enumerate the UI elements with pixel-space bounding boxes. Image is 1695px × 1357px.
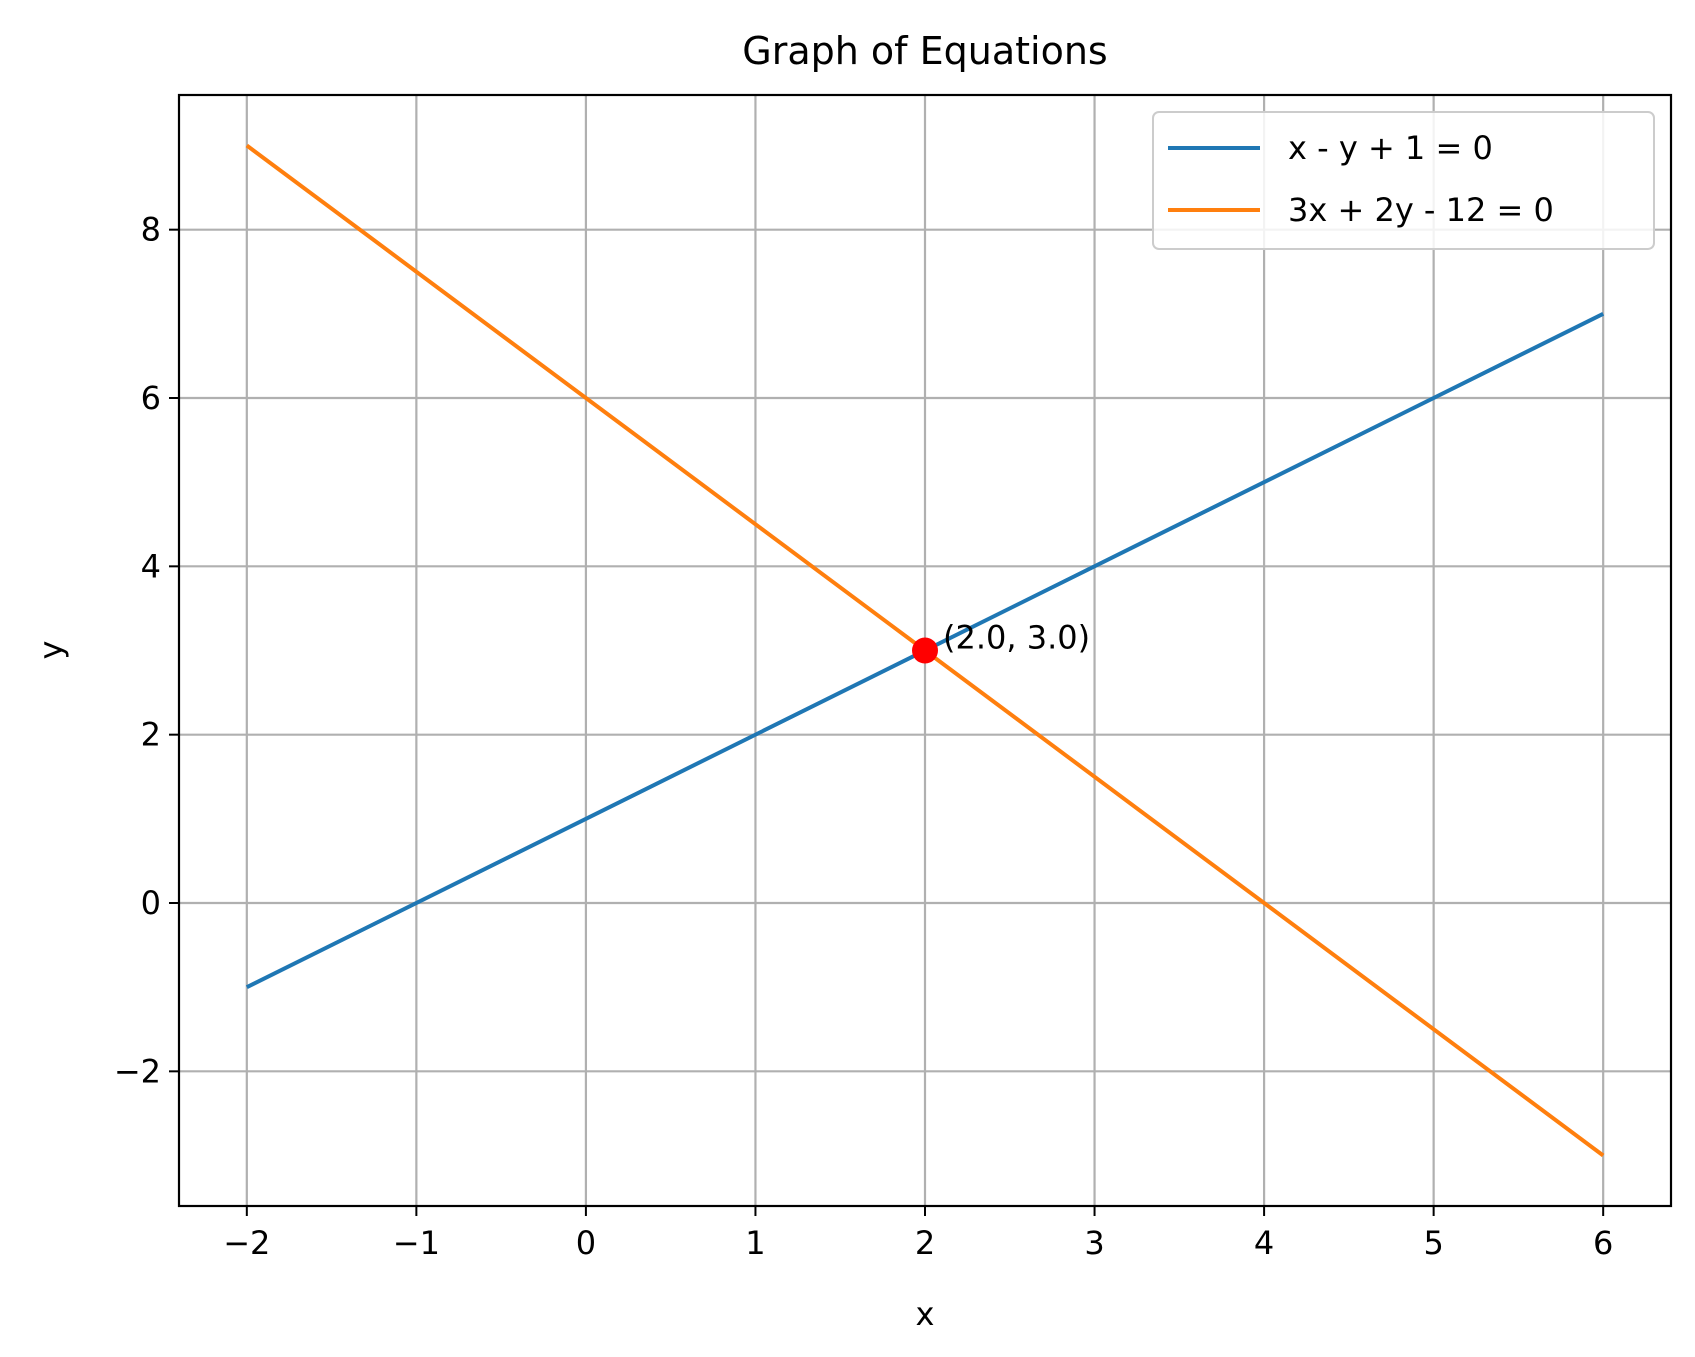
x-tick-label: 0 bbox=[576, 1224, 596, 1262]
grid bbox=[179, 95, 1671, 1206]
legend: x - y + 1 = 0 3x + 2y - 12 = 0 bbox=[1152, 111, 1655, 250]
y-ticks: −2 0 2 4 6 8 bbox=[114, 211, 179, 1090]
intersection-point bbox=[912, 637, 938, 664]
x-tick-label: 5 bbox=[1423, 1224, 1443, 1262]
y-tick-label: 2 bbox=[141, 716, 161, 754]
legend-box bbox=[1152, 111, 1655, 250]
legend-entry: 3x + 2y - 12 = 0 bbox=[1288, 191, 1554, 229]
x-ticks: −2 −1 0 1 2 3 4 5 6 bbox=[223, 1206, 1613, 1262]
y-tick-label: 0 bbox=[141, 884, 161, 922]
legend-entry: x - y + 1 = 0 bbox=[1288, 129, 1493, 167]
x-tick-label: 2 bbox=[915, 1224, 935, 1262]
y-axis-label: y bbox=[32, 641, 70, 660]
x-tick-label: 3 bbox=[1084, 1224, 1104, 1262]
x-tick-label: −2 bbox=[223, 1224, 270, 1262]
x-tick-label: 1 bbox=[745, 1224, 765, 1262]
y-tick-label: −2 bbox=[114, 1052, 161, 1090]
y-tick-label: 8 bbox=[141, 211, 161, 249]
x-tick-label: 6 bbox=[1593, 1224, 1613, 1262]
highlight-points: (2.0, 3.0) bbox=[912, 619, 1090, 664]
x-tick-label: −1 bbox=[393, 1224, 440, 1262]
x-tick-label: 4 bbox=[1254, 1224, 1274, 1262]
y-tick-label: 4 bbox=[141, 547, 161, 585]
intersection-label: (2.0, 3.0) bbox=[943, 619, 1090, 657]
chart-title: Graph of Equations bbox=[742, 29, 1107, 73]
x-axis-label: x bbox=[916, 1295, 935, 1333]
y-tick-label: 6 bbox=[141, 379, 161, 417]
